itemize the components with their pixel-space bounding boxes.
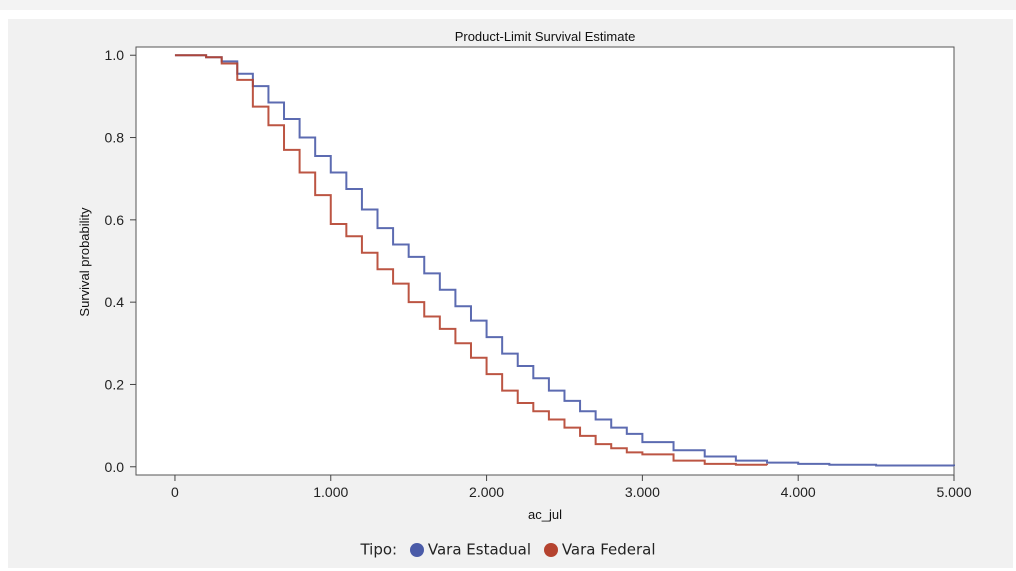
series-line-vara-estadual xyxy=(174,54,955,467)
legend-label-vara-estadual: Vara Estadual xyxy=(427,540,532,559)
x-tick-label: 1.000 xyxy=(313,484,348,500)
legend: Tipo: Vara Estadual Vara Federal xyxy=(0,540,1016,559)
legend-title: Tipo: xyxy=(360,540,398,559)
chart-title: Product-Limit Survival Estimate xyxy=(455,29,636,44)
x-tick-label: 0 xyxy=(171,484,179,500)
y-tick-label: 0.0 xyxy=(105,459,125,475)
y-tick-label: 0.8 xyxy=(105,130,125,146)
y-tick-label: 0.2 xyxy=(105,376,125,392)
legend-swatch-vara-federal xyxy=(543,542,558,557)
axes: 0 1.000 2.000 3.000 4.000 5.000 0.0 0.2 0.4 0.6 0.… xyxy=(105,47,972,500)
y-tick-label: 0.4 xyxy=(105,294,125,310)
legend-label-vara-federal: Vara Federal xyxy=(561,540,656,559)
header-strip xyxy=(0,0,1016,10)
y-axis-label: Survival probability xyxy=(77,207,92,317)
x-tick-label: 2.000 xyxy=(469,484,504,500)
series-lines xyxy=(174,54,955,467)
y-tick-label: 1.0 xyxy=(105,47,125,63)
legend-swatch-vara-estadual xyxy=(409,542,424,557)
y-tick-label: 0.6 xyxy=(105,212,125,228)
plot-area xyxy=(135,46,955,476)
x-tick-label: 4.000 xyxy=(781,484,816,500)
series-line-vara-federal xyxy=(174,54,769,466)
x-axis-label: ac_jul xyxy=(528,507,562,522)
x-tick-label: 5.000 xyxy=(936,484,971,500)
x-tick-label: 3.000 xyxy=(625,484,660,500)
